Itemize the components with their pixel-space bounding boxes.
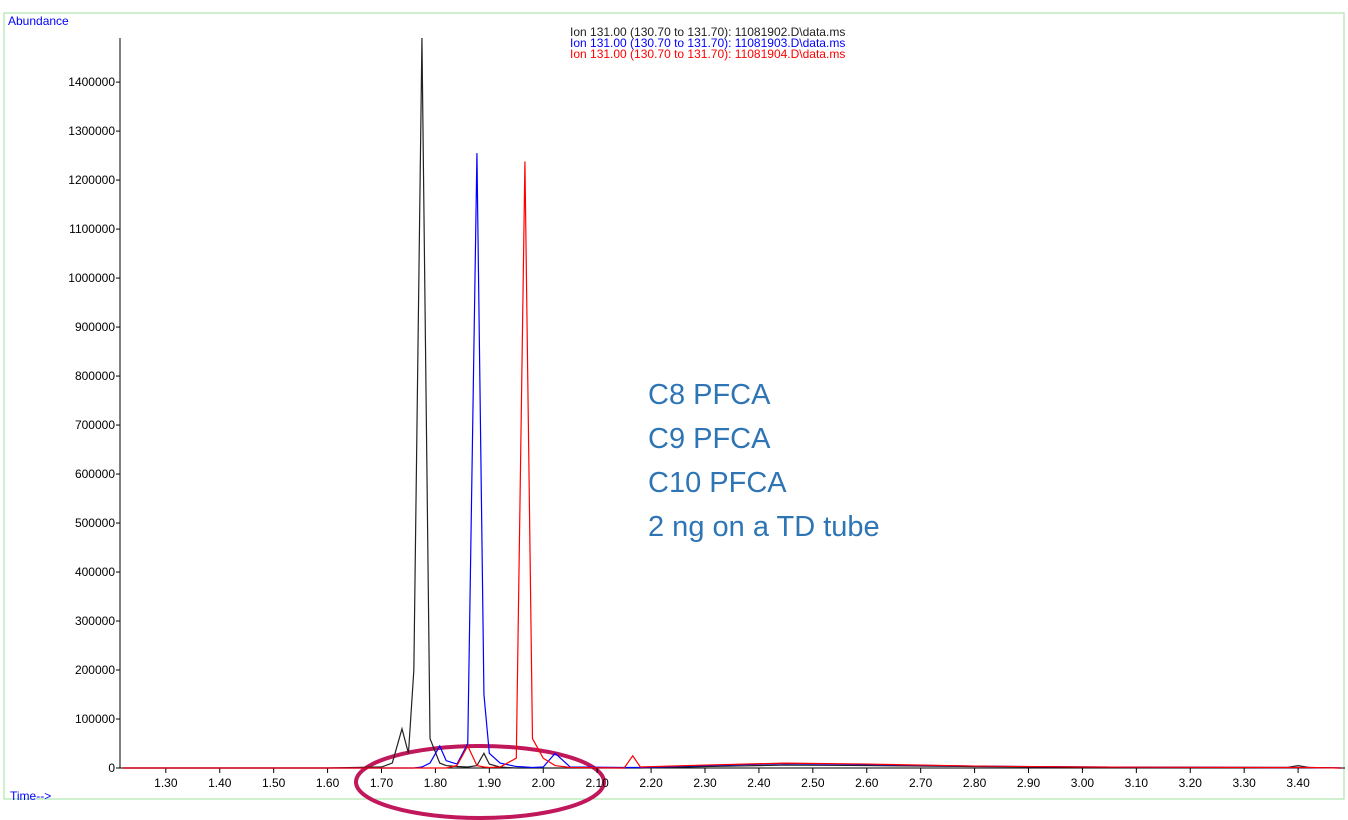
y-tick-label: 800000	[75, 369, 115, 383]
y-tick-label: 1200000	[68, 173, 115, 187]
x-tick-label: 1.80	[424, 776, 448, 790]
y-tick-label: 1100000	[69, 222, 115, 236]
annotation: C10 PFCA	[648, 467, 787, 499]
x-tick-label: 2.10	[585, 776, 609, 790]
x-tick-label: 3.40	[1286, 776, 1310, 790]
y-tick-label: 1300000	[68, 124, 115, 138]
x-tick-label: 3.30	[1232, 776, 1256, 790]
y-tick-label: 600000	[75, 467, 115, 481]
x-tick-label: 2.20	[639, 776, 663, 790]
annotation: 2 ng on a TD tube	[648, 511, 880, 543]
y-tick-label: 900000	[75, 320, 115, 334]
x-tick-label: 1.30	[154, 776, 178, 790]
y-tick-label: 1000000	[68, 271, 115, 285]
x-tick-label: 2.60	[855, 776, 879, 790]
x-tick-label: 2.70	[909, 776, 933, 790]
y-axis-label: Abundance	[8, 14, 69, 28]
x-tick-label: 2.00	[532, 776, 556, 790]
legend-entry: Ion 131.00 (130.70 to 131.70): 11081904.…	[570, 47, 845, 61]
x-tick-label: 3.10	[1125, 776, 1149, 790]
x-tick-label: 1.70	[370, 776, 394, 790]
frame	[3, 12, 1345, 800]
y-tick-label: 500000	[75, 516, 115, 530]
series-line	[122, 37, 1342, 769]
y-tick-label: 100000	[75, 712, 115, 726]
legend-entry: Ion 131.00 (130.70 to 131.70): 11081902.…	[570, 25, 845, 39]
legend-entry: Ion 131.00 (130.70 to 131.70): 11081903.…	[570, 36, 845, 50]
x-axis-label: Time-->	[10, 789, 51, 803]
annotation: C9 PFCA	[648, 423, 771, 455]
y-tick-label: 400000	[75, 565, 115, 579]
y-tick-label: 0	[108, 761, 115, 775]
y-tick-label: 1400000	[68, 75, 115, 89]
x-tick-label: 2.80	[963, 776, 987, 790]
annotation: C8 PFCA	[648, 379, 771, 411]
x-tick-label: 2.40	[747, 776, 771, 790]
x-tick-label: 1.50	[262, 776, 286, 790]
highlight-ellipse	[354, 744, 606, 820]
x-tick-label: 2.90	[1017, 776, 1041, 790]
y-tick-label: 200000	[75, 663, 115, 677]
y-tick-label: 300000	[75, 614, 115, 628]
x-tick-label: 2.50	[801, 776, 825, 790]
y-tick-label: 700000	[75, 418, 115, 432]
x-tick-label: 1.60	[316, 776, 340, 790]
x-tick-label: 2.30	[693, 776, 717, 790]
series-line	[122, 161, 1342, 769]
x-tick-label: 3.20	[1179, 776, 1203, 790]
x-tick-label: 1.90	[478, 776, 502, 790]
x-tick-label: 3.00	[1071, 776, 1095, 790]
x-tick-label: 1.40	[208, 776, 232, 790]
series-line	[122, 153, 1342, 769]
